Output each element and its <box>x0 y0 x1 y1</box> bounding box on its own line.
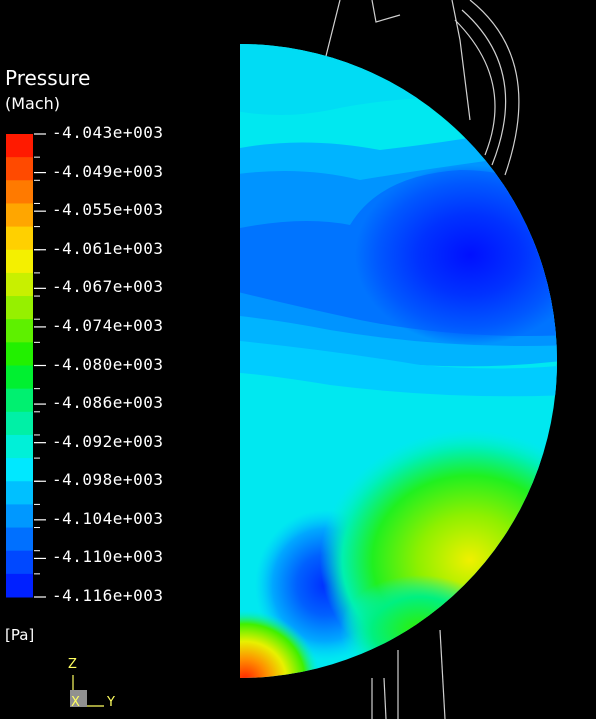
colorbar-swatch <box>6 481 33 505</box>
colorbar-swatch <box>6 134 33 158</box>
legend-title: Pressure <box>5 66 91 90</box>
pressure-field <box>240 44 557 678</box>
colorbar-tick-label: -4.043e+003 <box>52 123 164 142</box>
colorbar-tick-label: -4.086e+003 <box>52 393 164 413</box>
colorbar-ticks <box>34 133 46 598</box>
colorbar-swatch <box>6 180 33 204</box>
colorbar-tick-label: -4.074e+003 <box>52 315 164 335</box>
wireframe <box>325 0 520 719</box>
colorbar-tick-label: -4.055e+003 <box>52 200 164 220</box>
colorbar-tick-label: -4.116e+003 <box>52 586 164 605</box>
colorbar-swatch <box>6 527 33 552</box>
axis-label-x: X <box>71 695 80 710</box>
colorbar-tick-label: -4.061e+003 <box>52 238 164 258</box>
axis-triad <box>70 675 104 707</box>
colorbar-tick-label: -4.098e+003 <box>52 470 164 490</box>
colorbar-tick-label: -4.110e+003 <box>52 547 164 567</box>
colorbar-tick-label: -4.067e+003 <box>52 277 164 297</box>
colorbar-swatch <box>6 272 33 297</box>
colorbar-swatch <box>6 458 33 482</box>
colorbar-tick-label: -4.092e+003 <box>52 431 164 451</box>
axis-label-z: Z <box>68 657 77 672</box>
legend-subtitle: (Mach) <box>5 94 61 113</box>
colorbar-swatch <box>6 550 33 575</box>
colorbar-tick-label: -4.080e+003 <box>52 354 164 374</box>
colorbar-swatch <box>6 342 33 366</box>
colorbar-swatch <box>6 365 33 390</box>
legend-unit: [Pa] <box>5 626 35 644</box>
colorbar-swatch <box>6 249 33 274</box>
colorbar-swatch <box>6 573 33 598</box>
colorbar-swatch <box>6 411 33 436</box>
colorbar-tick-label: -4.104e+003 <box>52 508 164 528</box>
colorbar-swatch <box>6 504 33 529</box>
colorbar-swatch <box>6 388 33 413</box>
colorbar <box>6 134 33 598</box>
colorbar-swatch <box>6 157 33 181</box>
colorbar-tick-label: -4.049e+003 <box>52 161 164 181</box>
axis-label-y: Y <box>107 695 115 710</box>
colorbar-swatch <box>6 226 33 251</box>
colorbar-swatch <box>6 434 33 459</box>
colorbar-swatch <box>6 203 33 228</box>
colorbar-swatch <box>6 319 33 343</box>
colorbar-swatch <box>6 296 33 320</box>
